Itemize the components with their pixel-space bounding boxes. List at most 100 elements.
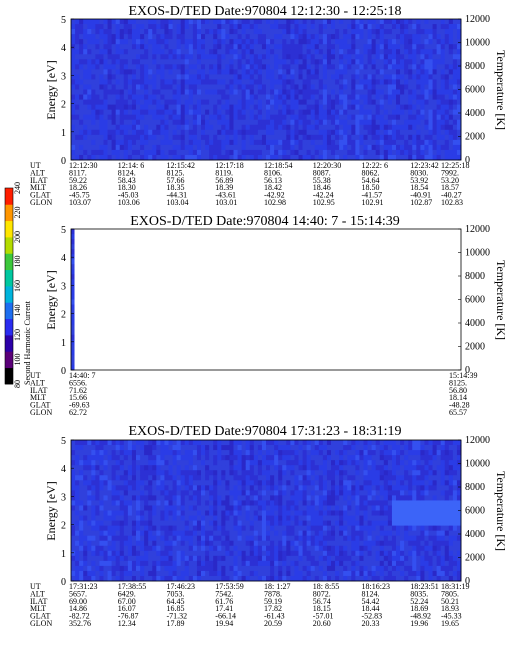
heatmap-cell bbox=[364, 455, 368, 460]
heatmap-cell bbox=[185, 130, 189, 135]
heatmap-cell bbox=[331, 450, 335, 455]
heatmap-cell bbox=[116, 480, 120, 485]
heatmap-cell bbox=[83, 120, 87, 125]
heatmap-cell bbox=[396, 100, 400, 105]
heatmap-cell bbox=[221, 84, 225, 89]
heatmap-cell bbox=[221, 566, 225, 571]
heatmap-cell bbox=[177, 79, 181, 84]
heatmap-cell bbox=[91, 571, 95, 576]
heatmap-cell bbox=[315, 29, 319, 34]
heatmap-cell bbox=[266, 526, 270, 531]
heatmap-cell bbox=[380, 54, 384, 59]
heatmap-cell bbox=[132, 450, 136, 455]
heatmap-cell bbox=[173, 69, 177, 74]
heatmap-cell bbox=[144, 521, 148, 526]
heatmap-cell bbox=[368, 526, 372, 531]
heatmap-cell bbox=[355, 536, 359, 541]
heatmap-cell bbox=[75, 34, 79, 39]
heatmap-cell bbox=[364, 561, 368, 566]
heatmap-cell bbox=[299, 505, 303, 510]
heatmap-cell bbox=[221, 495, 225, 500]
heatmap-cell bbox=[445, 44, 449, 49]
heatmap-cell bbox=[319, 566, 323, 571]
heatmap-cell bbox=[197, 516, 201, 521]
heatmap-cell bbox=[278, 450, 282, 455]
heatmap-cell bbox=[372, 54, 376, 59]
heatmap-cell bbox=[294, 64, 298, 69]
heatmap-cell bbox=[229, 115, 233, 120]
heatmap-cell bbox=[290, 39, 294, 44]
heatmap-cell bbox=[254, 74, 258, 79]
heatmap-cell bbox=[274, 79, 278, 84]
heatmap-cell bbox=[152, 470, 156, 475]
heatmap-cell bbox=[140, 49, 144, 54]
heatmap-cell bbox=[266, 480, 270, 485]
heatmap-cell bbox=[108, 460, 112, 465]
heatmap-cell bbox=[254, 526, 258, 531]
heatmap-cell bbox=[420, 105, 424, 110]
heatmap-cell bbox=[197, 521, 201, 526]
heatmap-cell bbox=[331, 495, 335, 500]
heatmap-cell bbox=[327, 536, 331, 541]
heatmap-cell bbox=[120, 44, 124, 49]
heatmap-cell bbox=[294, 39, 298, 44]
heatmap-cell bbox=[299, 59, 303, 64]
heatmap-cell bbox=[71, 511, 75, 516]
heatmap-cell bbox=[108, 90, 112, 95]
heatmap-cell bbox=[303, 516, 307, 521]
heatmap-cell bbox=[445, 19, 449, 24]
heatmap-cell bbox=[185, 470, 189, 475]
heatmap-cell bbox=[181, 54, 185, 59]
heatmap-cell bbox=[286, 105, 290, 110]
heatmap-cell bbox=[116, 64, 120, 69]
heatmap-cell bbox=[274, 455, 278, 460]
heatmap-cell bbox=[303, 90, 307, 95]
heatmap-cell bbox=[124, 135, 128, 140]
heatmap-cell bbox=[355, 79, 359, 84]
heatmap-cell bbox=[71, 455, 75, 460]
heatmap-cell bbox=[201, 455, 205, 460]
heatmap-cell bbox=[286, 566, 290, 571]
heatmap-cell bbox=[359, 100, 363, 105]
heatmap-cell bbox=[299, 500, 303, 505]
heatmap-cell bbox=[144, 150, 148, 155]
heatmap-cell bbox=[311, 39, 315, 44]
heatmap-cell bbox=[388, 19, 392, 24]
heatmap-cell bbox=[286, 64, 290, 69]
heatmap-cell bbox=[445, 135, 449, 140]
heatmap-cell bbox=[262, 500, 266, 505]
heatmap-cell bbox=[201, 100, 205, 105]
heatmap-cell bbox=[144, 551, 148, 556]
heatmap-cell bbox=[355, 445, 359, 450]
heatmap-cell bbox=[128, 150, 132, 155]
heatmap-cell bbox=[372, 130, 376, 135]
heatmap-cell bbox=[286, 95, 290, 100]
heatmap-cell bbox=[335, 450, 339, 455]
heatmap-cell bbox=[437, 19, 441, 24]
heatmap-cell bbox=[91, 24, 95, 29]
heatmap-cell bbox=[315, 64, 319, 69]
heatmap-cell bbox=[173, 49, 177, 54]
heatmap-cell bbox=[104, 505, 108, 510]
heatmap-cell bbox=[169, 516, 173, 521]
ephemeris-row-label: GLON bbox=[30, 198, 52, 207]
heatmap-cell bbox=[368, 531, 372, 536]
heatmap-cell bbox=[424, 54, 428, 59]
heatmap-cell bbox=[225, 125, 229, 130]
heatmap-cell bbox=[205, 69, 209, 74]
heatmap-cell bbox=[75, 490, 79, 495]
heatmap-cell bbox=[331, 69, 335, 74]
heatmap-cell bbox=[217, 150, 221, 155]
heatmap-cell bbox=[359, 500, 363, 505]
heatmap-cell bbox=[185, 536, 189, 541]
heatmap-cell bbox=[408, 145, 412, 150]
heatmap-cell bbox=[181, 566, 185, 571]
heatmap-cell bbox=[116, 475, 120, 480]
heatmap-cell bbox=[71, 440, 75, 445]
heatmap-cell bbox=[185, 69, 189, 74]
heatmap-cell bbox=[87, 120, 91, 125]
heatmap-cell bbox=[441, 49, 445, 54]
heatmap-cell bbox=[201, 566, 205, 571]
heatmap-cell bbox=[307, 74, 311, 79]
heatmap-cell bbox=[229, 49, 233, 54]
